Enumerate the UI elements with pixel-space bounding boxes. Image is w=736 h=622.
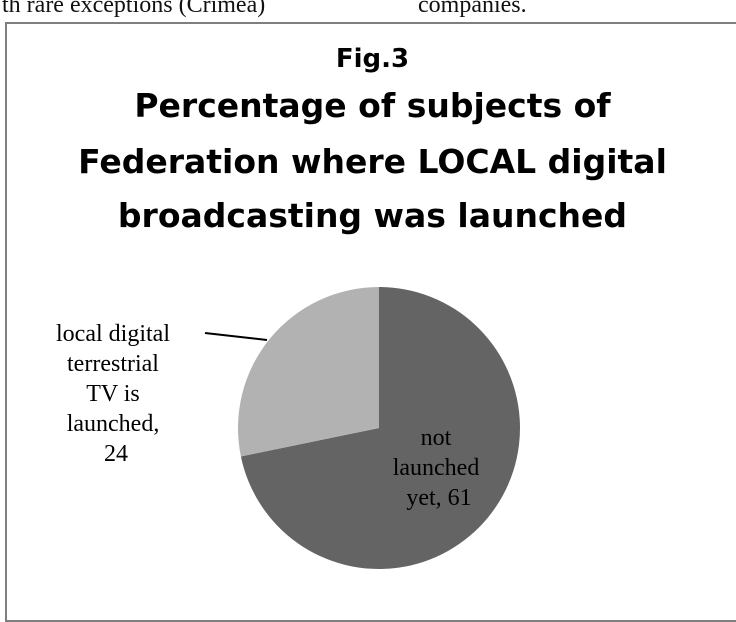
slice-label-line: launched xyxy=(393,455,480,481)
slice-label-not-launched: not launched yet, 61 xyxy=(393,425,486,511)
top-left-text: th rare exceptions (Crimea) xyxy=(2,0,266,18)
chart-title-line-3: broadcasting was launched xyxy=(117,196,628,235)
pie-slices xyxy=(238,287,520,569)
slice-label-line: 24 xyxy=(104,441,128,467)
pie-slice-not-launched xyxy=(240,287,520,569)
slice-label-line: local digital xyxy=(56,321,170,347)
leader-line xyxy=(204,332,268,341)
chart-title-line-1: Percentage of subjects of xyxy=(134,86,611,125)
figure-label: Fig.3 xyxy=(335,44,410,74)
slice-label-line: launched, xyxy=(67,411,160,437)
pie-slice-launched xyxy=(238,287,379,457)
slice-label-line: not xyxy=(421,425,452,451)
slice-label-line: terrestrial xyxy=(67,351,159,377)
chart-title-line-2: Federation where LOCAL digital xyxy=(78,142,667,181)
page-text-fragment: th rare exceptions (Crimea) companies. xyxy=(0,0,736,18)
slice-label-line: yet, 61 xyxy=(406,485,471,511)
top-right-text: companies. xyxy=(418,0,527,18)
slice-label-launched: local digital terrestrial TV is launched… xyxy=(56,321,176,467)
slice-label-line: TV is xyxy=(86,381,140,407)
